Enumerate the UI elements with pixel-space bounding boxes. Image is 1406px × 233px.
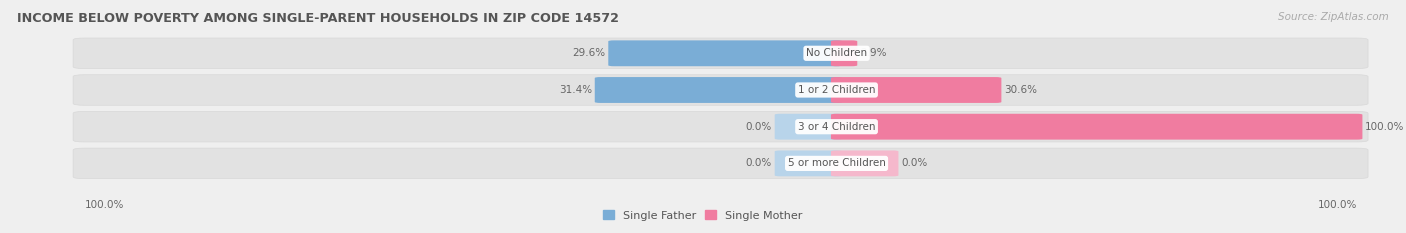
- Text: Source: ZipAtlas.com: Source: ZipAtlas.com: [1278, 12, 1389, 22]
- FancyBboxPatch shape: [595, 77, 842, 103]
- Text: 0.0%: 0.0%: [745, 158, 772, 168]
- FancyBboxPatch shape: [831, 114, 1362, 140]
- Text: 30.6%: 30.6%: [1004, 85, 1038, 95]
- FancyBboxPatch shape: [831, 77, 1001, 103]
- Text: 100.0%: 100.0%: [1365, 122, 1405, 132]
- FancyBboxPatch shape: [73, 75, 1368, 105]
- Text: 5 or more Children: 5 or more Children: [787, 158, 886, 168]
- Text: No Children: No Children: [806, 48, 868, 58]
- FancyBboxPatch shape: [775, 114, 842, 140]
- FancyBboxPatch shape: [609, 40, 842, 66]
- FancyBboxPatch shape: [831, 151, 898, 176]
- FancyBboxPatch shape: [775, 151, 842, 176]
- Text: 2.9%: 2.9%: [860, 48, 887, 58]
- Text: 100.0%: 100.0%: [84, 200, 124, 210]
- Text: 29.6%: 29.6%: [572, 48, 606, 58]
- Text: 0.0%: 0.0%: [901, 158, 928, 168]
- Text: 31.4%: 31.4%: [558, 85, 592, 95]
- Text: 1 or 2 Children: 1 or 2 Children: [797, 85, 876, 95]
- Legend: Single Father, Single Mother: Single Father, Single Mother: [599, 206, 807, 225]
- Text: INCOME BELOW POVERTY AMONG SINGLE-PARENT HOUSEHOLDS IN ZIP CODE 14572: INCOME BELOW POVERTY AMONG SINGLE-PARENT…: [17, 12, 619, 25]
- FancyBboxPatch shape: [73, 148, 1368, 179]
- FancyBboxPatch shape: [73, 38, 1368, 69]
- FancyBboxPatch shape: [831, 40, 858, 66]
- Text: 0.0%: 0.0%: [745, 122, 772, 132]
- Text: 3 or 4 Children: 3 or 4 Children: [797, 122, 876, 132]
- FancyBboxPatch shape: [73, 111, 1368, 142]
- Text: 100.0%: 100.0%: [1317, 200, 1357, 210]
